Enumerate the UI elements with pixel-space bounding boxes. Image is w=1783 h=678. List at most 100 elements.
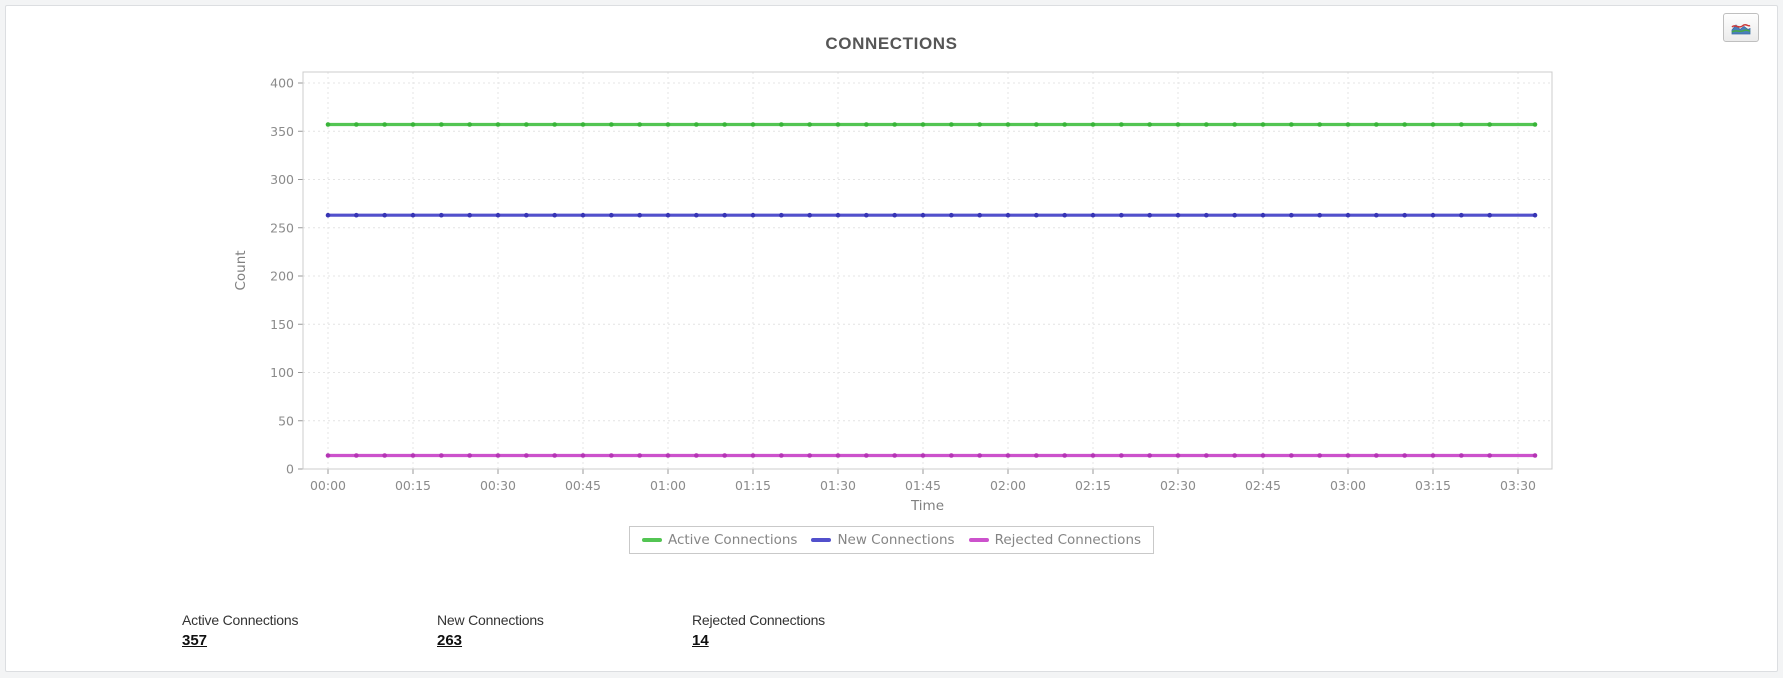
- data-point: [1374, 212, 1379, 218]
- data-point: [354, 212, 359, 218]
- data-point: [665, 453, 671, 458]
- y-tick-label: 150: [270, 317, 294, 332]
- legend-box: Active Connections New Connections Rejec…: [628, 526, 1155, 554]
- data-point: [1289, 122, 1294, 127]
- gridlines: [303, 72, 1552, 469]
- data-point: [835, 122, 841, 127]
- legend-item-active-connections[interactable]: Active Connections: [641, 532, 797, 548]
- stat-new-connections: New Connections 263: [437, 612, 692, 650]
- data-point: [467, 212, 472, 218]
- data-point: [1430, 122, 1436, 127]
- data-point: [439, 453, 444, 458]
- data-point: [722, 122, 727, 127]
- data-point: [410, 453, 416, 458]
- y-tick-label: 400: [270, 76, 294, 91]
- data-point: [1459, 212, 1464, 218]
- x-tick-label: 03:30: [1500, 478, 1536, 493]
- x-tick-label: 02:30: [1160, 478, 1196, 493]
- data-point: [1430, 453, 1436, 458]
- data-point: [864, 122, 869, 127]
- stats-row: Active Connections 357 New Connections 2…: [182, 612, 947, 650]
- legend-swatch-new: [811, 538, 832, 542]
- x-tick-label: 01:00: [650, 478, 686, 493]
- x-tick-label: 01:15: [735, 478, 771, 493]
- data-point: [410, 212, 416, 218]
- data-point: [1289, 212, 1294, 218]
- data-point: [722, 453, 727, 458]
- legend-swatch-rejected: [968, 538, 989, 542]
- data-point: [665, 122, 671, 127]
- data-point: [1232, 122, 1237, 127]
- data-point: [949, 212, 954, 218]
- data-point: [1260, 212, 1266, 218]
- data-point: [580, 122, 586, 127]
- data-point: [920, 212, 926, 218]
- stat-value-link[interactable]: 263: [437, 632, 463, 649]
- data-point: [580, 453, 586, 458]
- data-point: [1062, 212, 1067, 218]
- data-point: [1119, 453, 1124, 458]
- axes: 0 50 100 150 200 250 300 350 400 00:00 00:15 00:30 0…: [233, 71, 1553, 514]
- data-point: [1090, 212, 1096, 218]
- y-tick-label: 250: [270, 220, 294, 235]
- data-point: [835, 212, 841, 218]
- data-point: [779, 212, 784, 218]
- data-point: [1260, 122, 1266, 127]
- data-point: [779, 122, 784, 127]
- data-point: [1147, 212, 1152, 218]
- y-tick-label: 300: [270, 172, 294, 187]
- data-point: [1232, 212, 1237, 218]
- legend-item-rejected-connections[interactable]: Rejected Connections: [968, 532, 1141, 548]
- data-point: [807, 212, 812, 218]
- data-point: [892, 453, 897, 458]
- connections-line-chart: 0 50 100 150 200 250 300 350 400 00:00 00:15 00:30 0…: [233, 71, 1553, 514]
- data-point: [807, 453, 812, 458]
- data-point: [977, 453, 982, 458]
- data-point: [609, 212, 614, 218]
- data-point: [1532, 453, 1538, 458]
- data-point: [1119, 212, 1124, 218]
- x-tick-label: 02:45: [1245, 478, 1281, 493]
- data-point: [1034, 212, 1039, 218]
- x-tick-label: 03:00: [1330, 478, 1366, 493]
- data-point: [1204, 122, 1209, 127]
- data-point: [382, 212, 387, 218]
- data-point: [439, 212, 444, 218]
- data-point: [354, 453, 359, 458]
- data-point: [1005, 212, 1011, 218]
- data-point: [694, 212, 699, 218]
- data-point: [1260, 453, 1266, 458]
- data-point: [1289, 453, 1294, 458]
- data-point: [779, 453, 784, 458]
- data-point: [864, 212, 869, 218]
- area-chart-icon: [1731, 21, 1751, 35]
- data-point: [949, 453, 954, 458]
- data-point: [892, 122, 897, 127]
- x-tick-label: 01:30: [820, 478, 856, 493]
- data-point: [609, 453, 614, 458]
- data-point: [1119, 122, 1124, 127]
- data-point: [1317, 212, 1322, 218]
- data-point: [1204, 212, 1209, 218]
- data-point: [1204, 453, 1209, 458]
- data-point: [750, 212, 756, 218]
- chart-type-button[interactable]: [1723, 13, 1759, 42]
- legend-item-new-connections[interactable]: New Connections: [811, 532, 955, 548]
- stat-value-link[interactable]: 14: [692, 632, 709, 649]
- data-point: [439, 122, 444, 127]
- y-tick-label: 100: [270, 365, 294, 380]
- data-point: [1317, 453, 1322, 458]
- x-tick-label: 00:00: [310, 478, 346, 493]
- data-point: [495, 122, 501, 127]
- data-point: [1317, 122, 1322, 127]
- y-axis-title: Count: [233, 250, 249, 290]
- stat-value-link[interactable]: 357: [182, 632, 208, 649]
- data-point: [1374, 453, 1379, 458]
- data-point: [1147, 122, 1152, 127]
- data-point: [1532, 122, 1538, 127]
- stat-label: Rejected Connections: [692, 612, 825, 628]
- data-point: [1345, 453, 1351, 458]
- data-point: [694, 453, 699, 458]
- y-tick-label: 0: [286, 462, 294, 477]
- data-point: [1402, 122, 1407, 127]
